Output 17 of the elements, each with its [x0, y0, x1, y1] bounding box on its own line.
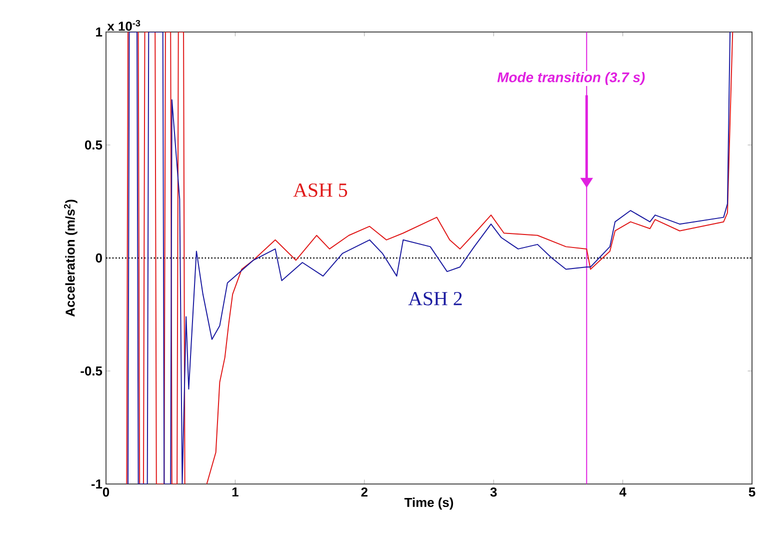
text: x 10$^{-3}$	[107, 20, 140, 31]
y-axis-title: Acceleration (m/s$^{2}$)	[64, 200, 78, 317]
y-tick-label: 1	[96, 28, 102, 36]
series-label: ASH 2	[408, 292, 462, 306]
x-tick-label: 5	[748, 488, 756, 497]
y-tick-label: -0.5	[80, 366, 102, 376]
x-tick-label: 4	[619, 488, 626, 496]
y-tick-label: -1	[91, 480, 102, 488]
x-tick-label: 2	[361, 488, 368, 497]
ref-line-label: Mode transition (3.7 s)	[497, 72, 645, 86]
x-tick-label: 3	[490, 488, 497, 497]
y-tick-label: 0	[96, 253, 102, 263]
series-label: ASH 5	[293, 183, 348, 197]
x-tick-label: 1	[232, 488, 238, 496]
y-tick-label: 0.5	[85, 140, 102, 150]
x-axis-title: Time (s)	[404, 498, 454, 510]
x-tick-label: 0	[102, 488, 110, 497]
